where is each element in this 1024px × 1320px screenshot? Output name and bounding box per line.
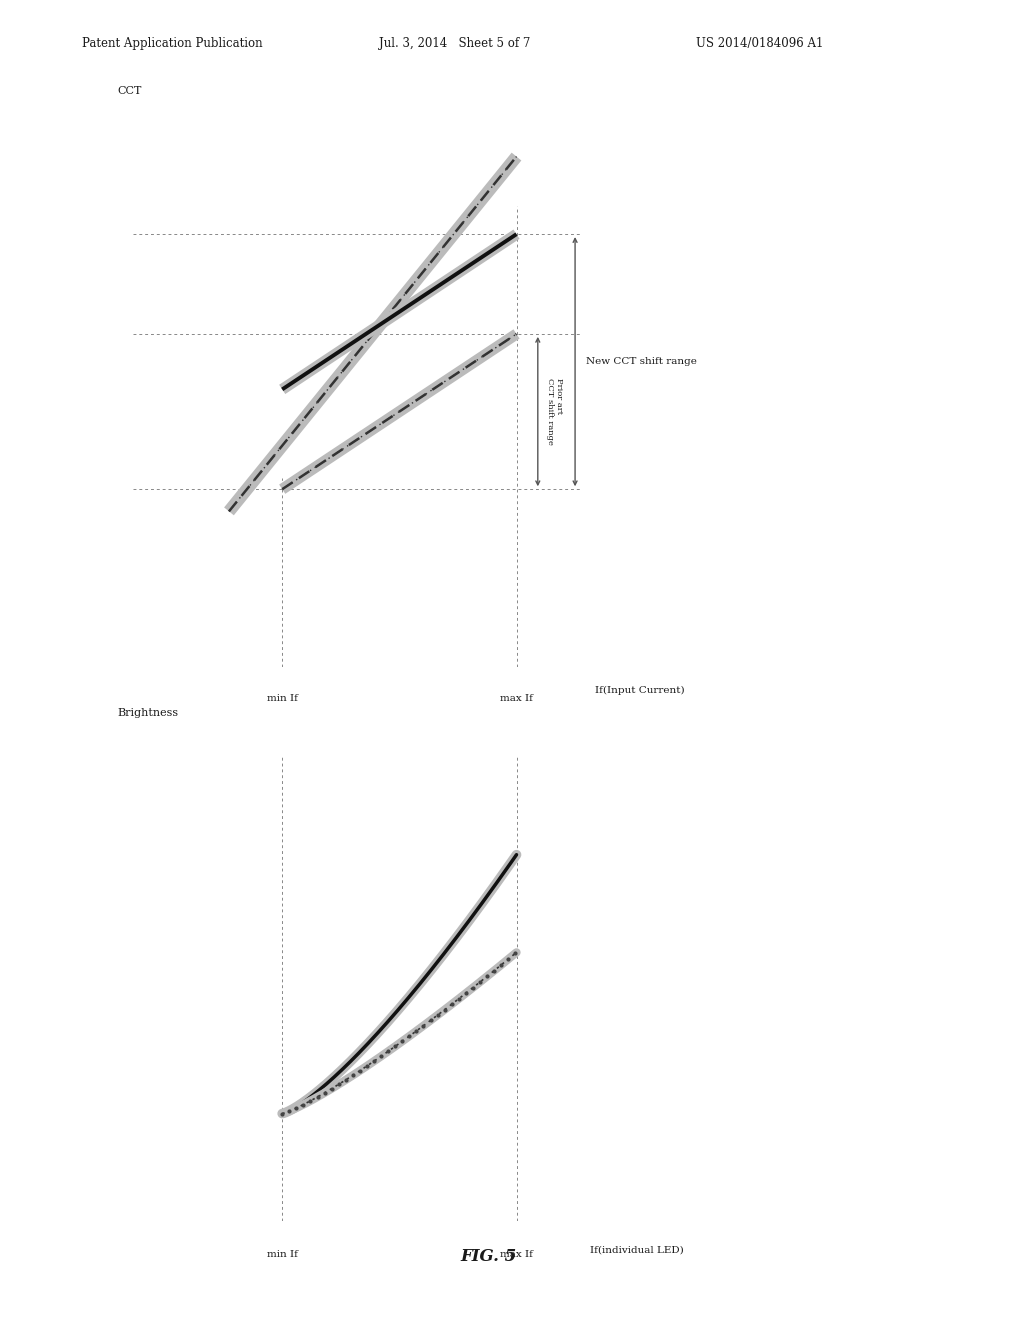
Text: Jul. 3, 2014   Sheet 5 of 7: Jul. 3, 2014 Sheet 5 of 7 <box>379 37 530 50</box>
Text: min If: min If <box>267 1250 298 1259</box>
Text: Brightness: Brightness <box>117 708 178 718</box>
Text: max If: max If <box>500 694 532 704</box>
Text: If(Input Current): If(Input Current) <box>595 686 684 696</box>
Text: If(individual LED): If(individual LED) <box>591 1246 684 1254</box>
Text: Prior art
CCT shift range: Prior art CCT shift range <box>546 378 563 445</box>
Text: CCT: CCT <box>117 86 141 95</box>
Text: FIG. 5: FIG. 5 <box>461 1247 517 1265</box>
Text: min If: min If <box>267 694 298 704</box>
Text: New CCT shift range: New CCT shift range <box>586 358 696 366</box>
Text: Patent Application Publication: Patent Application Publication <box>82 37 262 50</box>
Text: max If: max If <box>500 1250 532 1259</box>
Text: US 2014/0184096 A1: US 2014/0184096 A1 <box>696 37 823 50</box>
